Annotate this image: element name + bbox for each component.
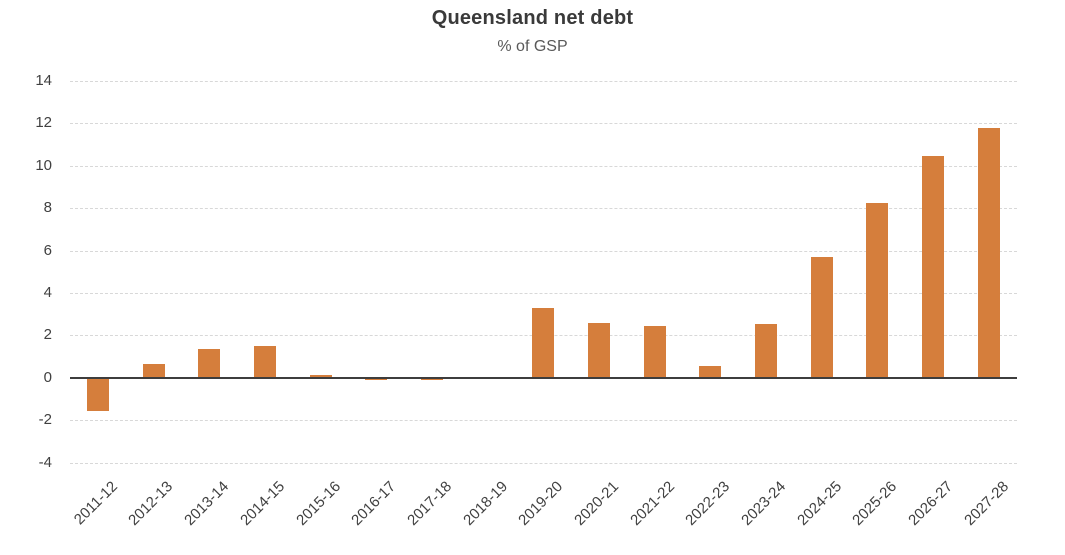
bar-2020-21 [587, 322, 610, 378]
gridline--4 [70, 462, 1017, 464]
x-axis-tick-2026-27: 2026-27 [905, 478, 957, 529]
bar-2013-14 [198, 349, 221, 378]
x-axis-tick-2014-15: 2014-15 [236, 478, 288, 529]
x-axis-tick-2024-25: 2024-25 [793, 478, 845, 529]
bar-2011-12 [86, 377, 109, 411]
y-axis-tick-14: 14 [35, 71, 52, 89]
x-axis-tick-2011-12: 2011-12 [70, 478, 121, 529]
bar-2014-15 [253, 345, 276, 378]
gridline--2 [70, 420, 1017, 422]
gridline-10 [70, 165, 1017, 167]
y-axis-tick--4: -4 [38, 453, 52, 471]
bar-2016-17 [365, 377, 388, 380]
bar-2012-13 [142, 363, 165, 378]
y-axis-tick-12: 12 [35, 114, 52, 132]
x-axis-tick-2015-16: 2015-16 [292, 478, 344, 529]
bar-2024-25 [810, 256, 833, 378]
y-axis-tick-2: 2 [43, 326, 52, 344]
x-axis-tick-2027-28: 2027-28 [960, 478, 1012, 529]
bar-2022-23 [699, 366, 722, 378]
bar-2021-22 [643, 325, 666, 378]
y-axis-tick-4: 4 [43, 283, 52, 301]
bar-2017-18 [420, 377, 443, 380]
x-axis-tick-2021-22: 2021-22 [626, 478, 678, 529]
bar-2026-27 [922, 156, 945, 378]
x-axis-tick-2018-19: 2018-19 [459, 478, 511, 529]
bar-2023-24 [755, 323, 778, 378]
gridline-14 [70, 80, 1017, 82]
y-axis-tick-0: 0 [43, 368, 52, 386]
x-axis-tick-2019-20: 2019-20 [515, 478, 567, 529]
y-axis-tick-10: 10 [35, 156, 52, 174]
x-axis-tick-2020-21: 2020-21 [571, 478, 623, 529]
x-axis-tick-2012-13: 2012-13 [125, 478, 177, 529]
x-axis-tick-2022-23: 2022-23 [682, 478, 734, 529]
x-axis-tick-2023-24: 2023-24 [738, 478, 790, 529]
gridline-6 [70, 250, 1017, 252]
bar-2015-16 [309, 374, 332, 378]
x-axis-tick-2013-14: 2013-14 [181, 478, 233, 529]
gridline-12 [70, 123, 1017, 125]
x-axis-zero-line [70, 376, 1017, 379]
gridline-8 [70, 208, 1017, 210]
bar-2025-26 [866, 202, 889, 378]
y-axis-tick-6: 6 [43, 241, 52, 259]
x-axis-tick-2017-18: 2017-18 [404, 478, 455, 529]
chart-subtitle: % of GSP [497, 38, 568, 55]
y-axis-tick--2: -2 [38, 411, 52, 429]
x-axis-tick-2025-26: 2025-26 [849, 478, 901, 529]
chart-title: Queensland net debt [431, 7, 634, 29]
bar-2027-28 [977, 127, 1000, 378]
bar-2019-20 [532, 307, 555, 378]
x-axis-tick-2016-17: 2016-17 [348, 478, 400, 529]
gridline-4 [70, 292, 1017, 294]
y-axis-tick-8: 8 [43, 199, 52, 217]
